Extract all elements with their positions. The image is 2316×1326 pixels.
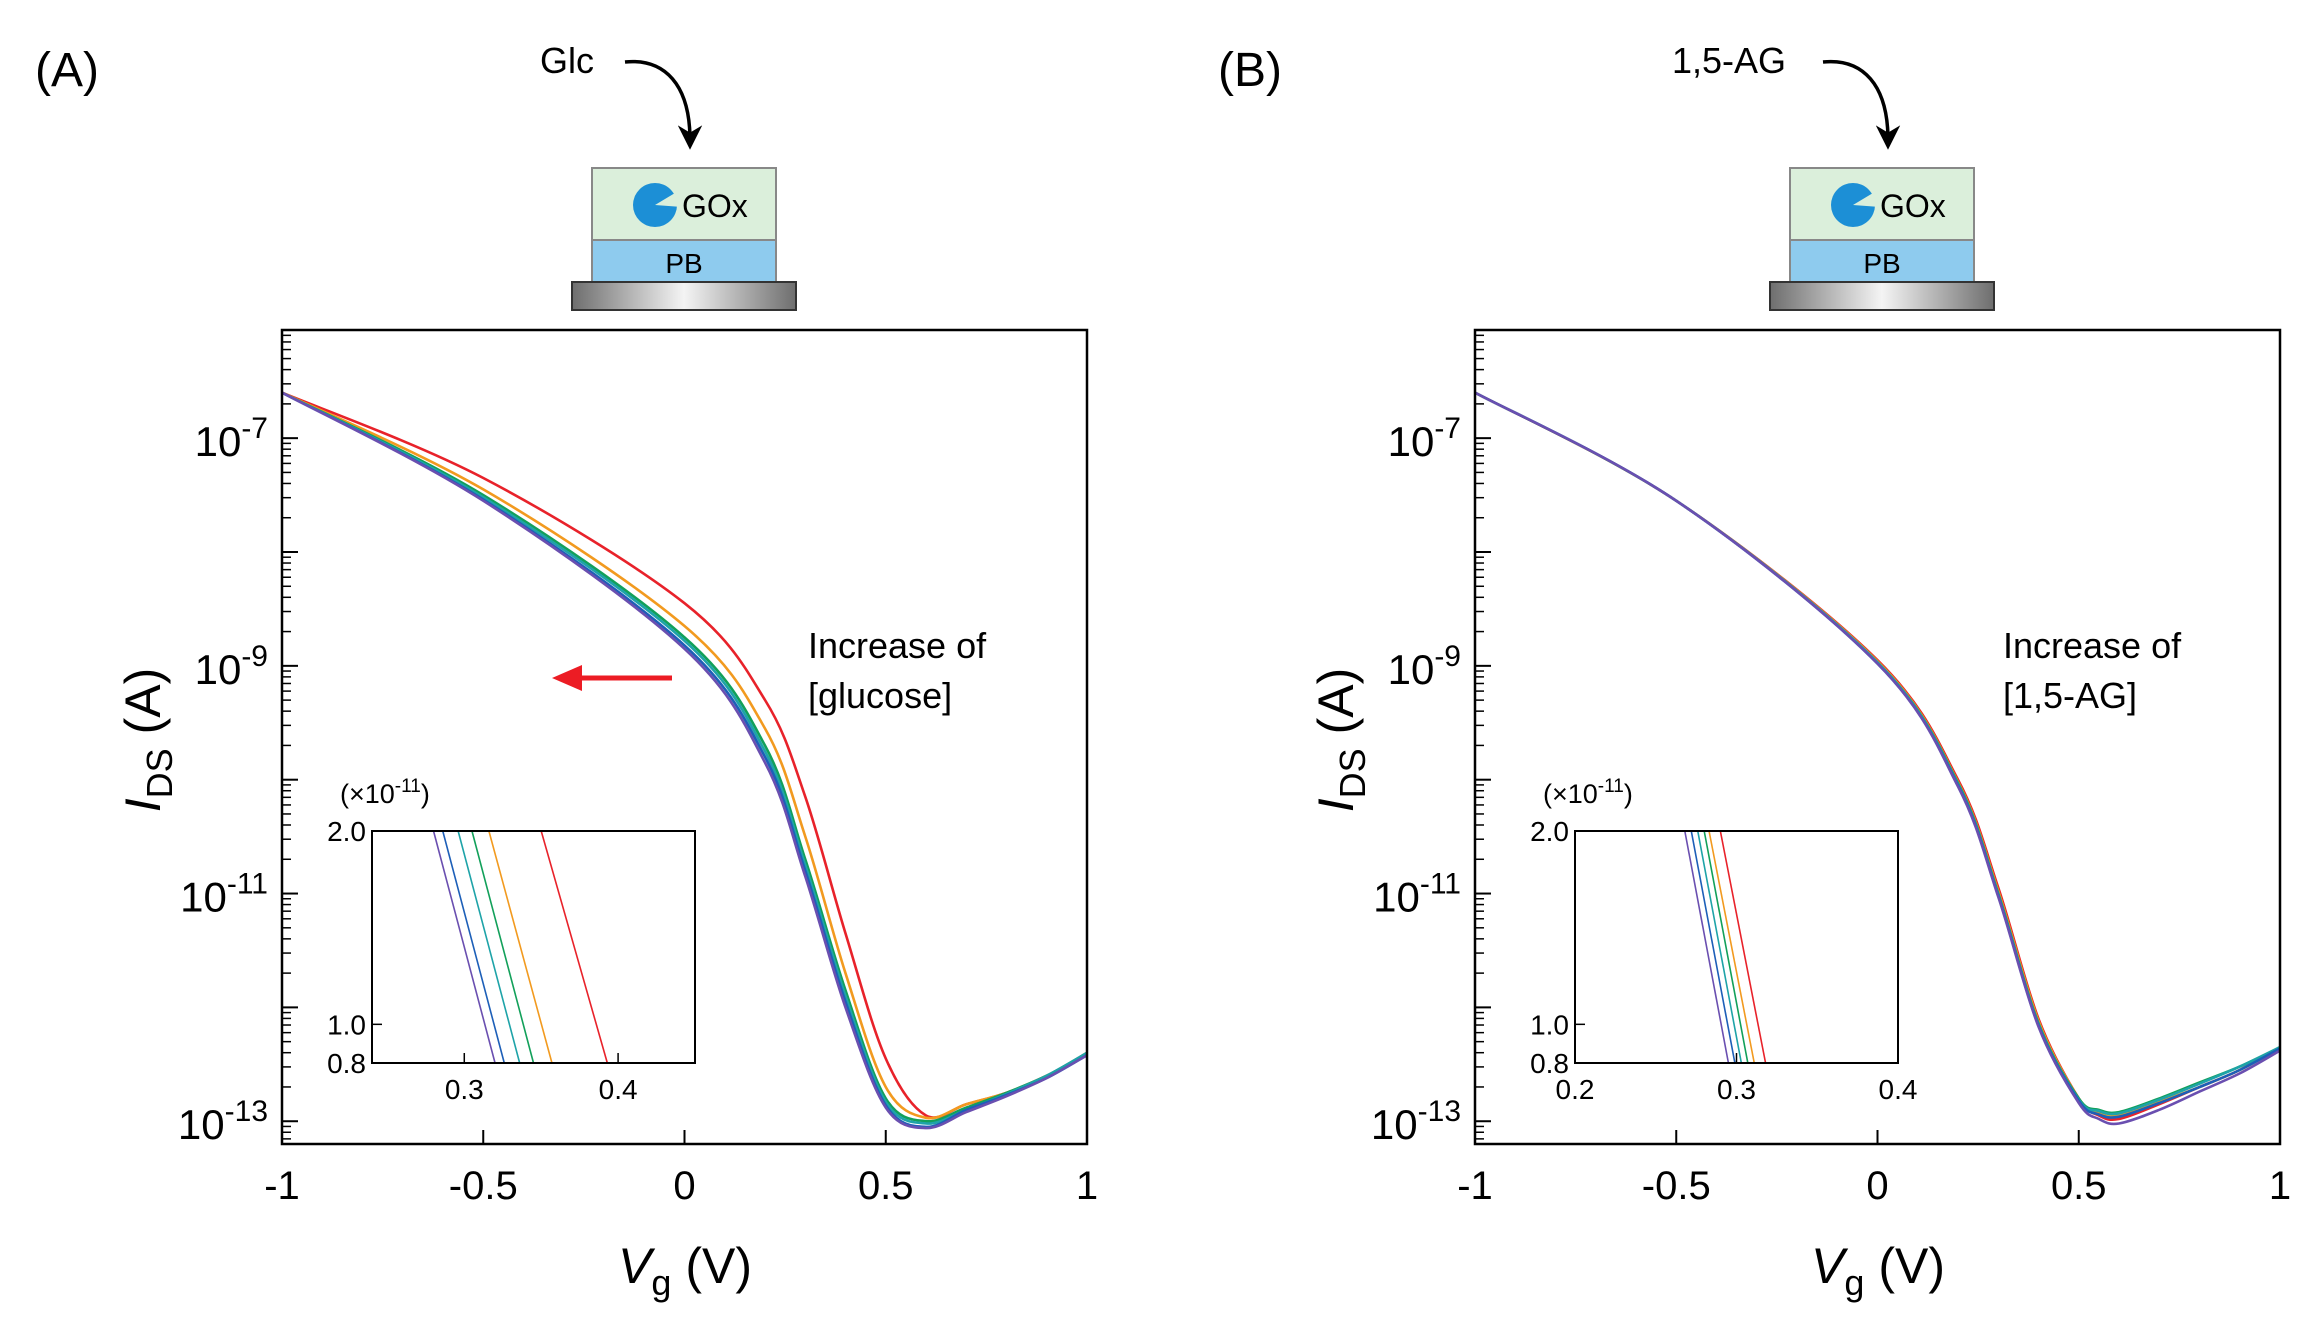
pb-layer: [591, 239, 777, 283]
inset-frame: [371, 830, 696, 1064]
inset-series-line-2: [1690, 830, 1736, 1064]
y-axis-label: IDS (A): [1308, 668, 1373, 812]
inset-series-line-5: [488, 830, 553, 1064]
x-tick-label: 0: [673, 1164, 695, 1208]
inset-series-line-1: [1684, 830, 1730, 1064]
panel-label: (B): [1218, 44, 1282, 97]
x-tick-label: -0.5: [1642, 1164, 1711, 1208]
inset-x-tick-label: 0.4: [599, 1074, 638, 1105]
analyte-arrow-icon: [624, 59, 703, 150]
enzyme-icon: [1831, 183, 1880, 227]
curves: [281, 391, 1088, 1130]
annotation-line2: [1,5-AG]: [2003, 675, 2137, 716]
pb-label: PB: [665, 248, 702, 279]
series-line-5: [281, 391, 1088, 1129]
main-plot: -1 -0.5 0 0.5 1 10-7 10-9 10-11 10-13: [1371, 328, 2291, 1208]
x-tick-label: -1: [1457, 1164, 1493, 1208]
y-tick-label: 10-11: [1373, 868, 1461, 921]
electrode-substrate: [1769, 281, 1995, 311]
inset-background: [1575, 831, 1898, 1063]
annotation-line1: Increase of: [808, 625, 987, 666]
annotation-line2: [glucose]: [808, 675, 952, 716]
inset-plot: 0.2 0.3 0.4 0.8 1.0 2.0 (×10-11): [1530, 776, 1917, 1105]
gox-layer: [1789, 167, 1975, 241]
analyte-arrow-icon: [1822, 59, 1901, 150]
analyte-label: 1,5-AG: [1672, 40, 1786, 81]
y-tick-label: 10-13: [1371, 1095, 1461, 1148]
shift-arrow-icon: [552, 665, 672, 691]
sensor-schematic: 1,5-AG GOx PB: [1672, 40, 1995, 311]
x-tick-label: -0.5: [449, 1164, 518, 1208]
x-axis-label: Vg (V): [618, 1238, 752, 1303]
analyte-label: Glc: [540, 40, 594, 81]
enzyme-icon: [633, 183, 682, 227]
inset-background: [372, 831, 695, 1063]
x-tick-label: -1: [264, 1164, 300, 1208]
panel-a: (A) Glc GOx PB -1 -0.5 0 0.5 1 10-7 10-9 10-11 1…: [35, 40, 1098, 1303]
pb-label: PB: [1863, 248, 1900, 279]
electrode-substrate: [571, 281, 797, 311]
y-tick-label: 10-11: [180, 868, 268, 921]
inset-y-tick-label: 1.0: [1530, 1009, 1569, 1040]
panel-label: (A): [35, 44, 99, 97]
y-axis-label: IDS (A): [115, 668, 180, 812]
inset-series-line-6: [540, 830, 609, 1064]
inset-x-tick-label: 0.3: [1717, 1074, 1756, 1105]
inset-series-line-3: [457, 830, 521, 1064]
gox-label: GOx: [1880, 188, 1946, 224]
gox-layer: [591, 167, 777, 241]
inset-multiplier: (×10-11): [1543, 776, 1633, 809]
main-plot: -1 -0.5 0 0.5 1 10-7 10-9 10-11 10-13: [178, 328, 1098, 1208]
inset-y-tick-label: 0.8: [327, 1048, 366, 1079]
series-line-3: [281, 391, 1088, 1123]
x-axis-label: Vg (V): [1811, 1238, 1945, 1303]
inset-series-line-6: [1719, 830, 1767, 1064]
y-tick-label: 10-13: [178, 1095, 268, 1148]
inset-series-line-3: [1696, 830, 1743, 1064]
inset-y-tick-label: 2.0: [327, 816, 366, 847]
series-line-6: [281, 391, 1088, 1130]
inset-y-tick-label: 1.0: [327, 1009, 366, 1040]
inset-series-line-4: [471, 830, 535, 1064]
inset-series-line-2: [441, 830, 506, 1064]
x-tick-label: 0.5: [2051, 1164, 2107, 1208]
inset-multiplier: (×10-11): [340, 776, 430, 809]
x-tick-label: 0: [1866, 1164, 1888, 1208]
inset-y-tick-label: 2.0: [1530, 816, 1569, 847]
inset-x-tick-label: 0.4: [1879, 1074, 1918, 1105]
y-tick-label: 10-9: [1388, 640, 1461, 693]
inset-series-line-5: [1708, 830, 1756, 1064]
inset-series-line-1: [432, 830, 496, 1064]
y-tick-label: 10-7: [195, 412, 268, 465]
x-tick-label: 0.5: [858, 1164, 914, 1208]
annotation-line1: Increase of: [2003, 625, 2182, 666]
panel-b: (B) 1,5-AG GOx PB -1 -0.5 0 0.5 1 10-7 10-9 10-…: [1218, 40, 2291, 1303]
inset-plot: 0.3 0.4 0.8 1.0 2.0 (×10-11): [327, 776, 696, 1105]
gox-label: GOx: [682, 188, 748, 224]
x-tick-label: 1: [1076, 1164, 1098, 1208]
curves: [1474, 391, 2281, 1126]
inset-x-tick-label: 0.3: [445, 1074, 484, 1105]
inset-x-tick-label: 0.2: [1556, 1074, 1595, 1105]
series-line-6: [1474, 391, 2281, 1126]
x-tick-label: 1: [2269, 1164, 2291, 1208]
inset-series-line-4: [1703, 830, 1749, 1064]
pb-layer: [1789, 239, 1975, 283]
inset-y-tick-label: 0.8: [1530, 1048, 1569, 1079]
y-tick-label: 10-7: [1388, 412, 1461, 465]
sensor-schematic: Glc GOx PB: [540, 40, 797, 311]
y-tick-label: 10-9: [195, 640, 268, 693]
